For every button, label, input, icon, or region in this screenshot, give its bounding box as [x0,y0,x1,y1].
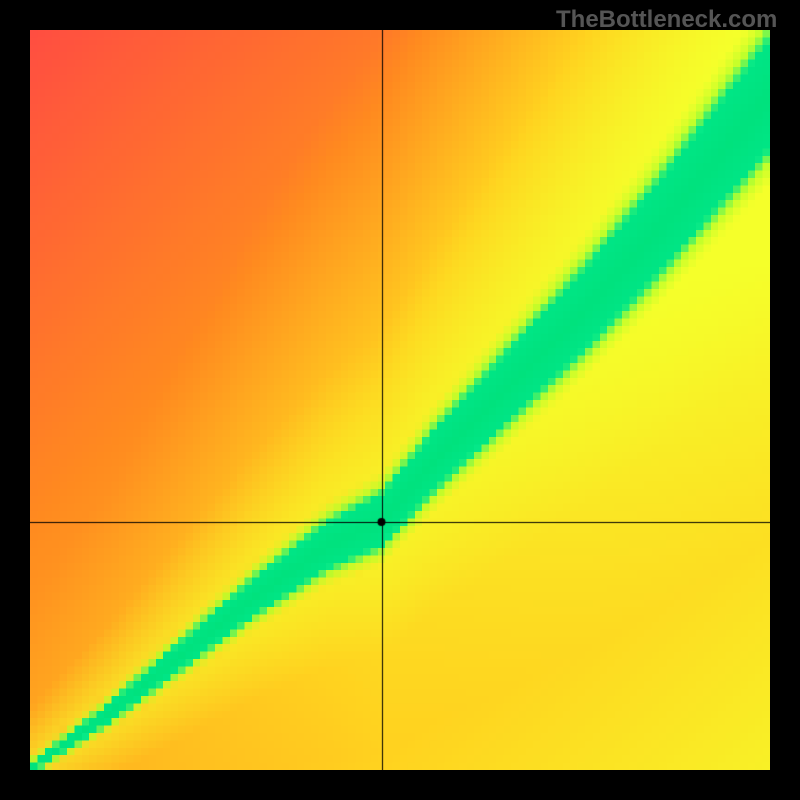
chart-container: TheBottleneck.com [0,0,800,800]
watermark-text: TheBottleneck.com [556,6,777,34]
overlay-canvas [30,30,770,770]
